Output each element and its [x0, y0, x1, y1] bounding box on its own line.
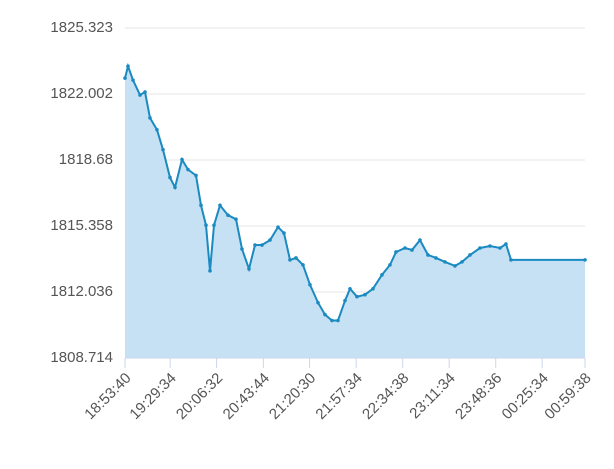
point: [168, 175, 172, 180]
point: [253, 243, 257, 247]
point: [308, 282, 312, 287]
point: [488, 244, 492, 248]
x-tick-label: 20:06:32: [173, 370, 226, 423]
point: [173, 185, 177, 190]
point: [443, 260, 447, 264]
point: [204, 223, 208, 227]
y-tick-label: 1815.358: [50, 217, 113, 234]
point: [504, 242, 508, 246]
x-tick-label: 19:29:34: [126, 370, 179, 423]
point: [434, 256, 438, 260]
point: [316, 300, 320, 305]
point: [247, 267, 251, 271]
point: [418, 238, 422, 242]
point: [468, 253, 472, 257]
y-tick-label: 1808.714: [50, 349, 113, 366]
x-tick-label: 23:48:36: [452, 370, 505, 423]
point: [268, 238, 272, 242]
point: [509, 258, 513, 262]
point: [180, 157, 184, 162]
point: [282, 231, 286, 235]
point: [330, 318, 334, 323]
point: [498, 246, 502, 250]
point: [138, 93, 142, 97]
x-tick-label: 00:25:34: [499, 370, 552, 423]
x-tick-label: 21:57:34: [312, 370, 365, 423]
x-tick-label: 21:20:30: [266, 370, 319, 423]
point: [240, 247, 244, 251]
point: [288, 258, 292, 262]
point: [186, 167, 190, 172]
point: [583, 258, 587, 262]
area: [125, 66, 585, 358]
point: [155, 127, 159, 132]
point: [363, 292, 367, 297]
point: [199, 203, 203, 208]
point: [301, 263, 305, 267]
point: [131, 78, 135, 82]
point: [218, 203, 222, 208]
point: [143, 90, 147, 94]
point: [426, 253, 430, 257]
point: [194, 173, 198, 178]
y-tick-label: 1818.68: [59, 151, 113, 168]
point: [276, 225, 280, 229]
point: [453, 264, 457, 268]
point: [410, 248, 414, 252]
point: [355, 294, 359, 299]
point: [348, 286, 352, 291]
point: [260, 243, 264, 247]
x-tick-label: 18:53:40: [81, 370, 134, 423]
point: [478, 246, 482, 250]
x-tick-label: 22:34:38: [359, 370, 412, 423]
point: [323, 312, 327, 317]
point: [343, 298, 347, 303]
point: [460, 260, 464, 264]
point: [403, 246, 407, 250]
x-tick-label: 00:59:38: [541, 370, 594, 423]
point: [208, 269, 212, 273]
y-tick-label: 1822.002: [50, 85, 113, 102]
x-tick-label: 23:11:34: [406, 370, 459, 423]
point: [336, 318, 340, 323]
y-tick-label: 1812.036: [50, 283, 113, 300]
point: [123, 76, 127, 80]
point: [212, 223, 216, 227]
point: [148, 116, 152, 120]
point: [126, 64, 130, 69]
point: [161, 147, 165, 152]
x-tick-label: 20:43:44: [220, 370, 273, 423]
point: [380, 273, 384, 277]
point: [388, 263, 392, 267]
line: [124, 62, 585, 322]
point: [294, 256, 298, 260]
point: [394, 250, 398, 254]
point: [226, 213, 230, 218]
point: [234, 217, 238, 221]
point: [371, 286, 375, 291]
y-tick-label: 1825.323: [50, 19, 113, 36]
